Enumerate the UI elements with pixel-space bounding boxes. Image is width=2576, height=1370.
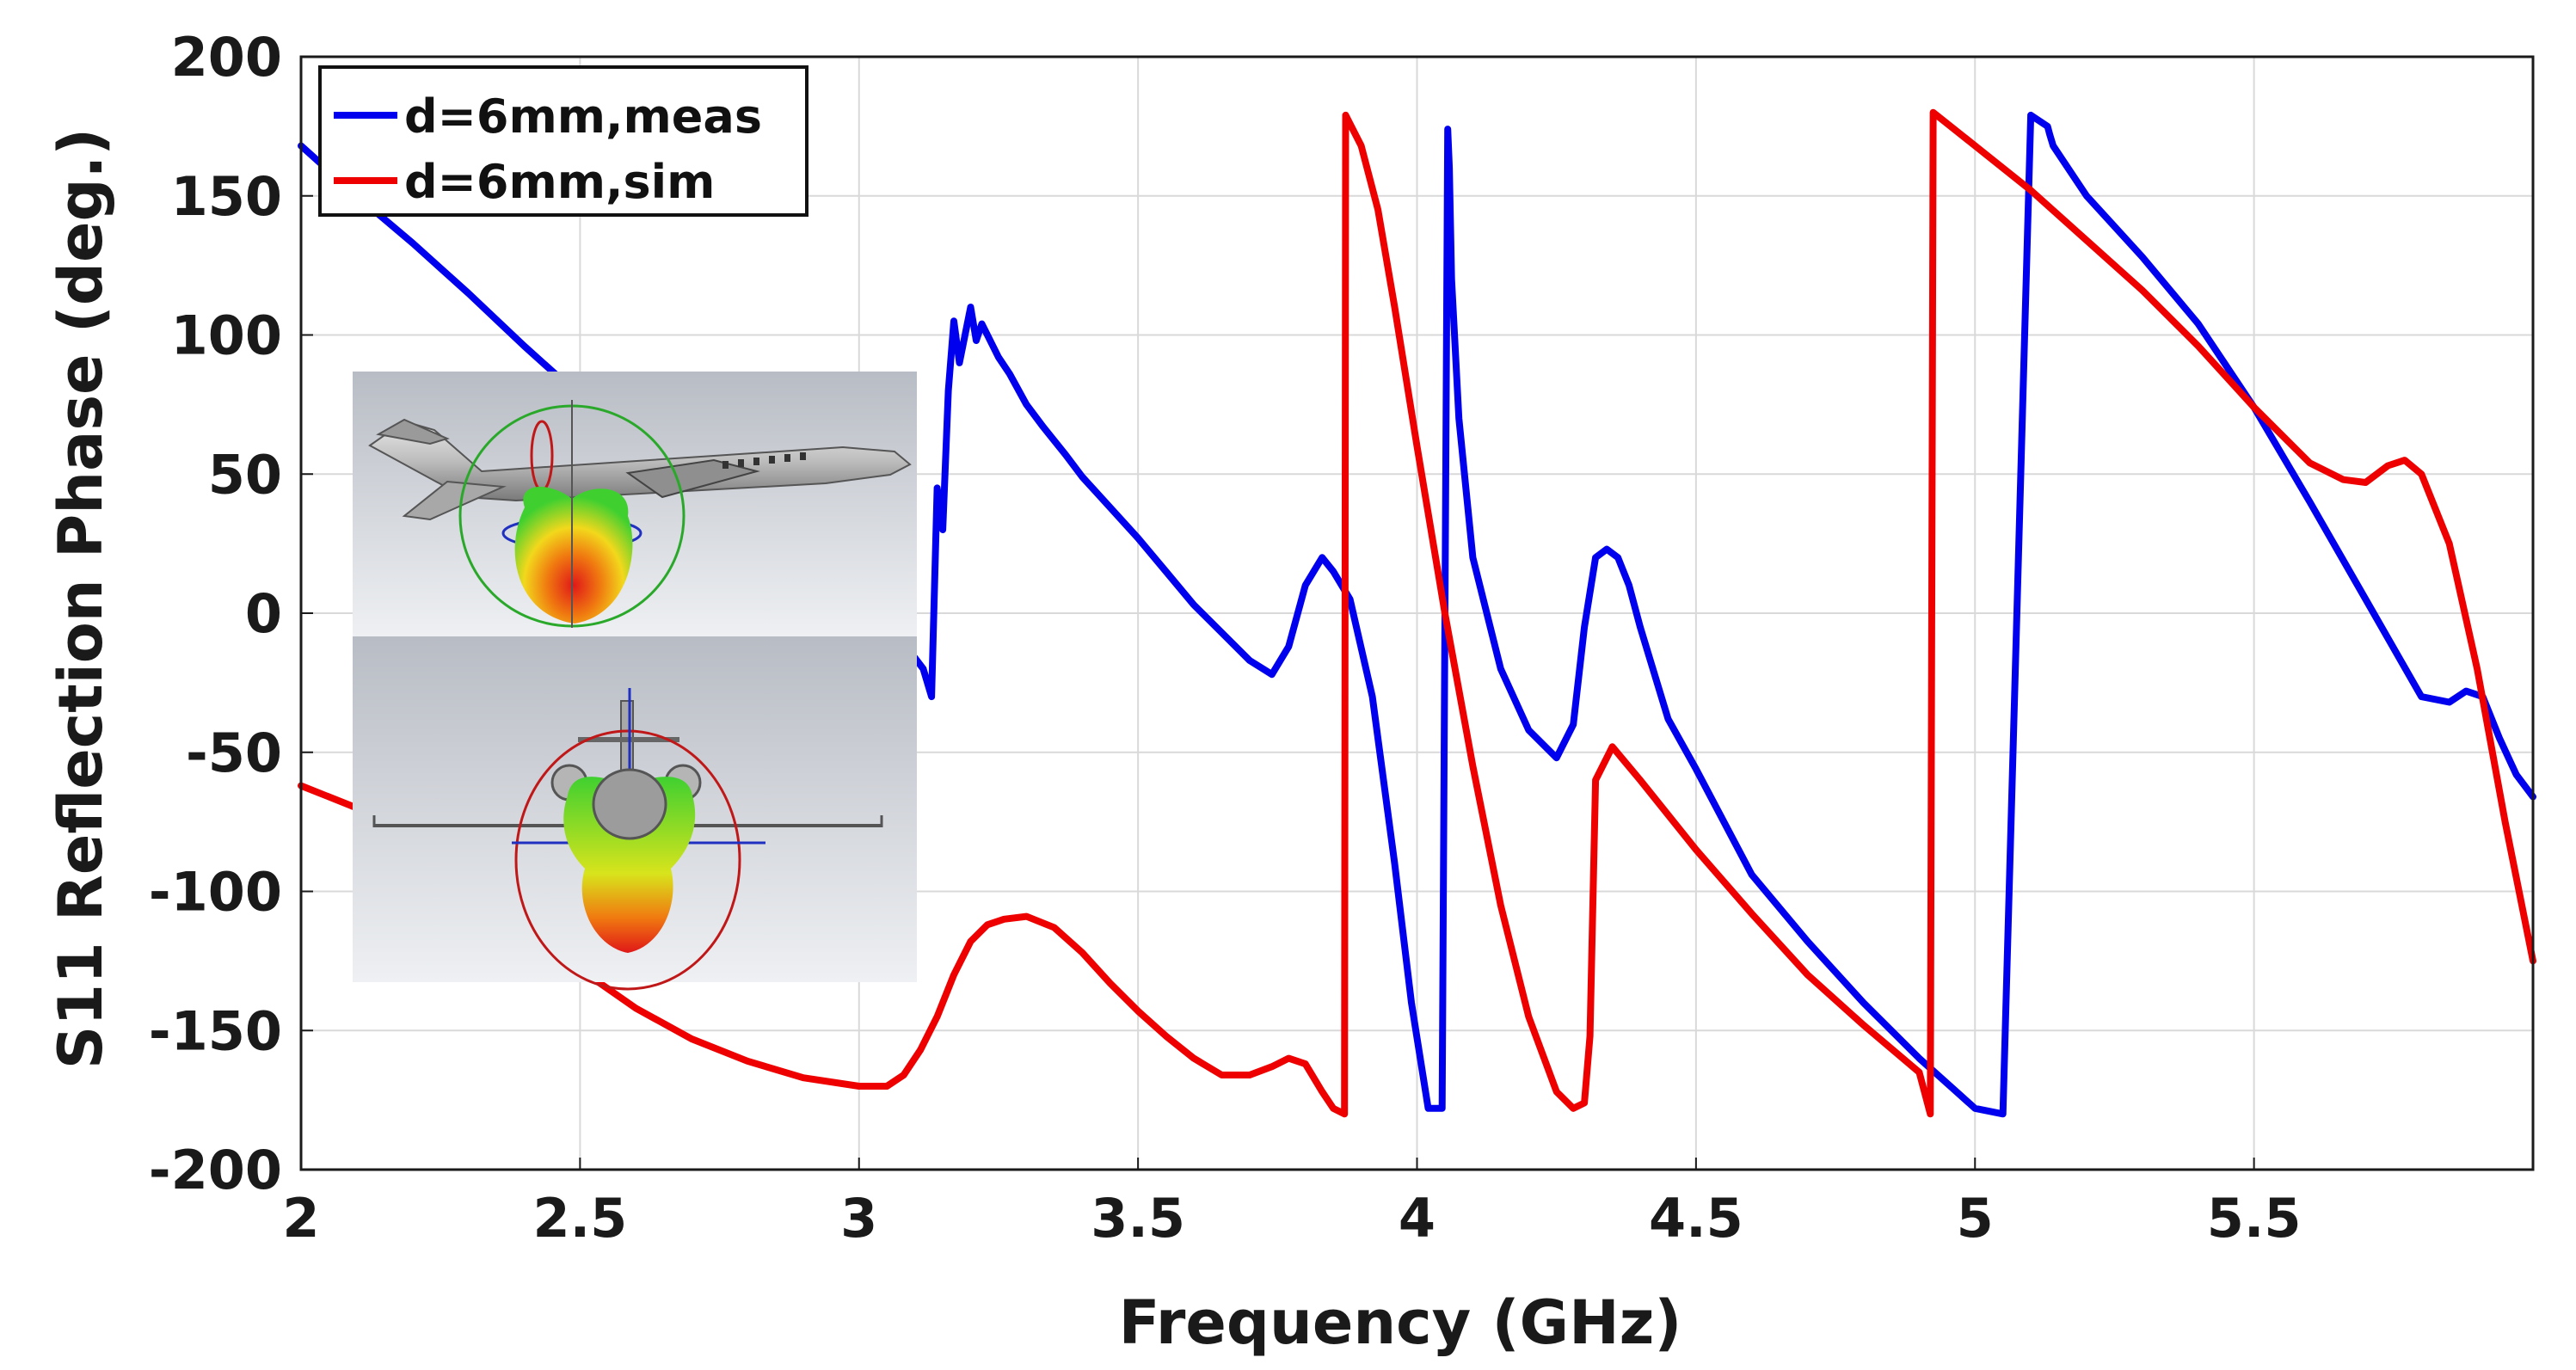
x-tick-label: 2 — [282, 1187, 319, 1250]
y-tick-label: 150 — [171, 165, 282, 228]
legend-box — [318, 65, 808, 217]
x-tick-label: 4 — [1399, 1187, 1436, 1250]
aircraft-front-view — [372, 688, 883, 991]
aircraft-side-view — [368, 400, 912, 628]
x-tick-label: 3 — [840, 1187, 877, 1250]
series-line-sim — [298, 108, 2536, 1118]
legend: d=6mm,meas d=6mm,sim — [318, 65, 808, 217]
x-axis-label: Frequency (GHz) — [1119, 1287, 1682, 1358]
x-tick-label: 2.5 — [532, 1187, 627, 1250]
x-tick-label: 3.5 — [1091, 1187, 1185, 1250]
y-tick-label: -150 — [149, 999, 282, 1062]
inset-radiation-pattern-image — [353, 372, 917, 991]
legend-label-meas: d=6mm,meas — [404, 89, 762, 144]
plot-frame — [299, 55, 2535, 1171]
x-tick-label: 5.5 — [2207, 1187, 2302, 1250]
y-tick-label: 200 — [171, 26, 282, 89]
y-axis-label: S11 Reflection Phase (deg.) — [46, 128, 116, 1069]
series-layer — [298, 108, 2536, 1118]
x-tick-label: 4.5 — [1649, 1187, 1743, 1250]
y-tick-label: -50 — [186, 722, 282, 784]
y-tick-label: -100 — [149, 861, 282, 924]
x-tick-label: 5 — [1957, 1187, 1994, 1250]
y-tick-label: -200 — [149, 1139, 282, 1201]
series-line-meas — [298, 111, 2536, 1118]
y-tick-label: 100 — [171, 304, 282, 367]
y-tick-label: 0 — [245, 582, 282, 645]
legend-label-sim: d=6mm,sim — [404, 155, 715, 209]
y-tick-label: 50 — [208, 443, 282, 506]
tick-labels: 2 2.5 3 3.5 4 4.5 5 5.5 200 150 100 50 0 -50 -100 -150 -… — [149, 26, 2302, 1250]
